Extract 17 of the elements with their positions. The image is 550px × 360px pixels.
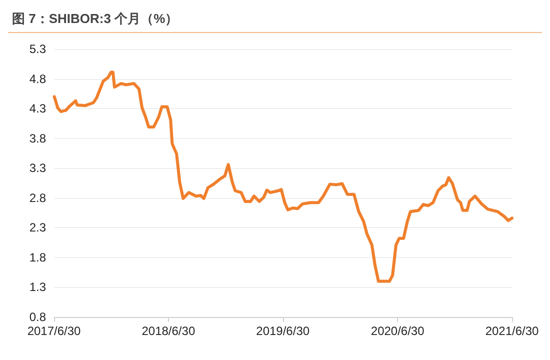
y-tick-label: 4.8 xyxy=(29,72,46,86)
x-tick-label: 2021/6/30 xyxy=(485,324,540,338)
x-tick-label: 2020/6/30 xyxy=(370,324,425,338)
y-tick-label: 3.8 xyxy=(29,131,46,146)
y-tick-label: 1.3 xyxy=(29,280,46,294)
x-tick-label: 2017/6/30 xyxy=(27,324,82,338)
y-tick-label: 3.3 xyxy=(29,161,46,176)
y-tick-label: 5.3 xyxy=(29,42,46,56)
y-tick-label: 2.3 xyxy=(29,220,46,235)
chart-title: 图 7：SHIBOR:3 个月（%） xyxy=(8,8,542,33)
x-tick-label: 2018/6/30 xyxy=(142,324,196,338)
y-tick-label: 2.8 xyxy=(29,190,46,205)
y-tick-label: 0.8 xyxy=(29,310,46,324)
y-tick-label: 1.8 xyxy=(29,250,46,264)
line-series xyxy=(52,70,514,283)
y-tick-label: 4.3 xyxy=(29,102,46,116)
x-tick-label: 2019/6/30 xyxy=(256,324,310,338)
